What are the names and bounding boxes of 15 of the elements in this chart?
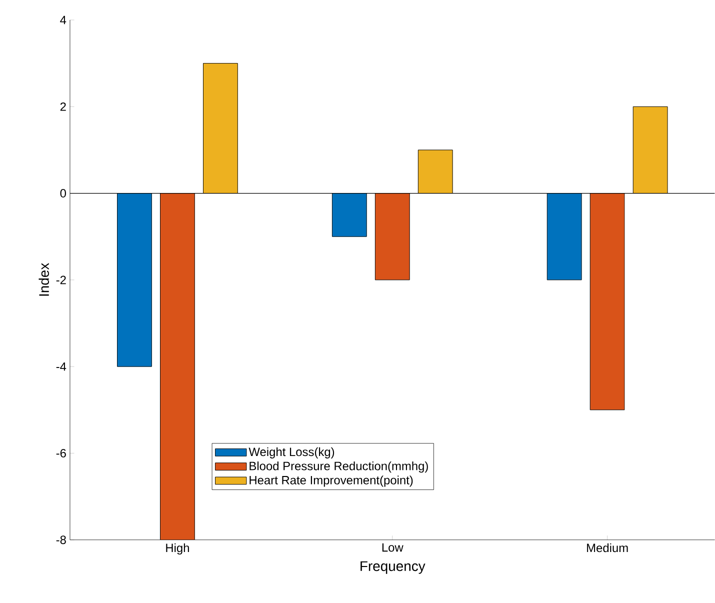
x-tick-label: Medium bbox=[587, 543, 628, 552]
y-tick-label: 4 bbox=[60, 16, 66, 24]
x-axis-title: Frequency bbox=[360, 561, 426, 574]
y-tick-label: -4 bbox=[56, 362, 66, 371]
y-tick-label: -8 bbox=[56, 536, 66, 544]
y-tick-label: -2 bbox=[56, 276, 66, 284]
y-tick-label: -6 bbox=[56, 449, 66, 458]
legend-label: Weight Loss(kg) bbox=[248, 447, 334, 459]
y-tick-label: 0 bbox=[60, 189, 66, 198]
y-tick-label: 2 bbox=[60, 102, 66, 111]
x-tick-label: High bbox=[166, 543, 189, 555]
legend-label: Heart Rate Improvement(point) bbox=[250, 476, 413, 487]
y-axis-title: Index bbox=[38, 263, 49, 296]
legend-label: Blood Pressure Reduction(mmhg) bbox=[250, 462, 428, 473]
x-tick-label: Low bbox=[382, 543, 404, 552]
